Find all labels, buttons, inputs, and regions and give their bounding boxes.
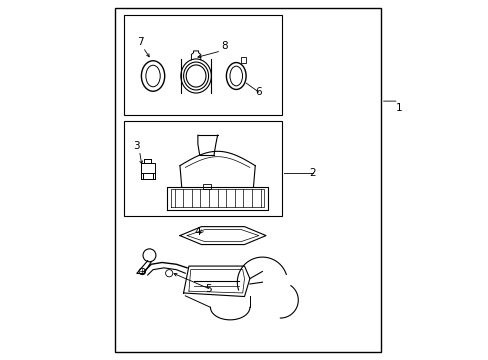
Bar xyxy=(124,15,282,116)
Text: 1: 1 xyxy=(395,103,401,113)
Text: 6: 6 xyxy=(255,87,262,97)
Bar xyxy=(115,8,380,352)
Text: 7: 7 xyxy=(137,37,143,47)
Bar xyxy=(140,163,155,173)
Text: 2: 2 xyxy=(309,168,315,178)
Bar xyxy=(240,57,246,63)
Bar xyxy=(124,121,282,216)
Text: 4: 4 xyxy=(194,227,201,237)
Text: 8: 8 xyxy=(221,41,227,50)
Text: 3: 3 xyxy=(133,141,140,151)
Bar xyxy=(202,184,211,189)
Text: 5: 5 xyxy=(205,284,211,294)
